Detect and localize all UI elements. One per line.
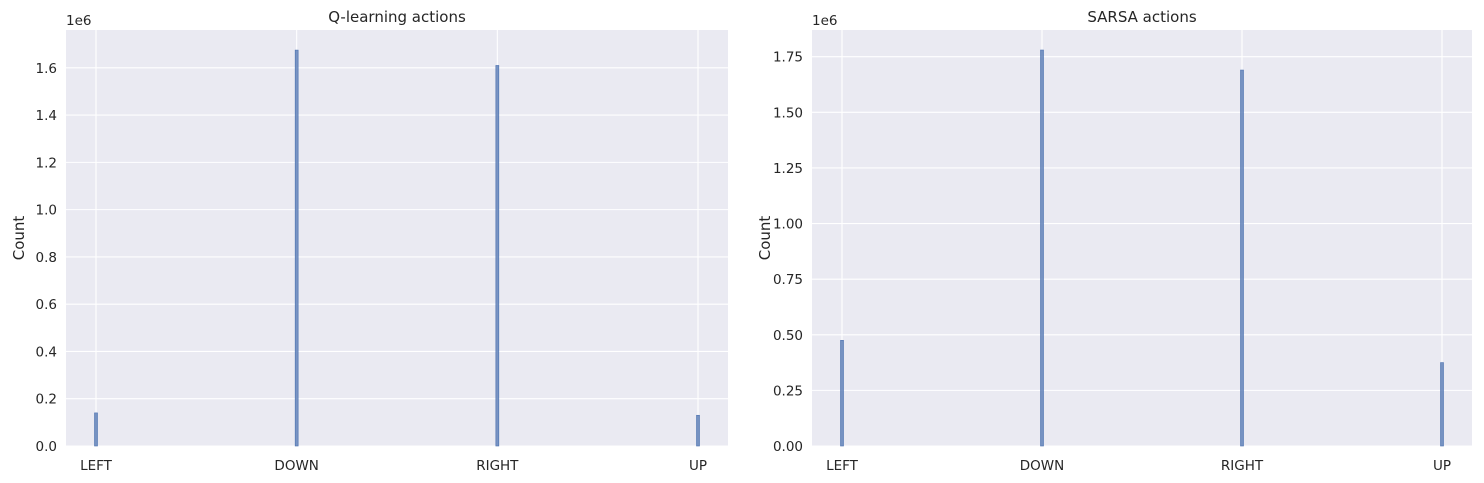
y-tick-label: 1.2 (36, 155, 57, 171)
bar-left (840, 340, 844, 447)
chart-panel-q-learning: 0.0 0.2 0.4 0.6 0.8 1.0 1.2 1.4 1.6 LEFT DOWN RIGH… (10, 8, 728, 474)
bar-down (1040, 49, 1044, 447)
chart-title: SARSA actions (1087, 8, 1196, 26)
y-tick-label: 1.25 (773, 161, 803, 177)
bars (840, 49, 1444, 447)
y-axis-label: Count (756, 216, 774, 261)
x-tick-label: LEFT (80, 458, 113, 474)
y-tick-label: 0.0 (36, 439, 57, 455)
x-tick-labels: LEFT DOWN RIGHT UP (80, 458, 707, 474)
y-tick-labels: 0.00 0.25 0.50 0.75 1.00 1.25 1.50 1.75 (773, 50, 803, 455)
x-tick-label: LEFT (826, 458, 859, 474)
y-tick-label: 0.00 (773, 439, 803, 455)
y-tick-label: 1.00 (773, 217, 803, 233)
y-axis-label: Count (10, 216, 28, 261)
y-tick-label: 1.0 (36, 203, 57, 219)
y-tick-label: 1.6 (36, 61, 57, 77)
x-tick-label: UP (689, 458, 707, 474)
x-tick-label: DOWN (274, 458, 318, 474)
x-tick-labels: LEFT DOWN RIGHT UP (826, 458, 1451, 474)
y-tick-label: 0.25 (773, 383, 803, 399)
x-tick-label: UP (1433, 458, 1451, 474)
y-axis-offset-label: 1e6 (66, 13, 91, 29)
bar-left (94, 412, 98, 447)
chart-title: Q-learning actions (328, 8, 466, 26)
chart-panel-sarsa: 0.00 0.25 0.50 0.75 1.00 1.25 1.50 1.75 LEFT DOW… (756, 8, 1472, 474)
plot-area (66, 30, 728, 446)
x-tick-label: RIGHT (476, 458, 519, 474)
y-tick-labels: 0.0 0.2 0.4 0.6 0.8 1.0 1.2 1.4 1.6 (36, 61, 57, 455)
bar-down (294, 49, 299, 447)
y-tick-label: 0.8 (36, 250, 57, 266)
y-axis-offset-label: 1e6 (812, 13, 837, 29)
bar-right (495, 65, 500, 447)
x-tick-label: RIGHT (1221, 458, 1264, 474)
y-tick-label: 1.75 (773, 50, 803, 66)
y-tick-label: 0.6 (36, 297, 57, 313)
plot-area (812, 30, 1472, 446)
bar-up (1440, 362, 1444, 447)
bar-up (696, 414, 700, 447)
y-tick-label: 0.75 (773, 272, 803, 288)
y-tick-label: 1.50 (773, 105, 803, 121)
y-tick-label: 0.50 (773, 328, 803, 344)
y-tick-label: 0.4 (36, 344, 57, 360)
x-tick-label: DOWN (1020, 458, 1064, 474)
bars (94, 49, 700, 447)
bar-right (1240, 69, 1244, 447)
y-tick-label: 0.2 (36, 392, 57, 408)
y-tick-label: 1.4 (36, 108, 57, 124)
